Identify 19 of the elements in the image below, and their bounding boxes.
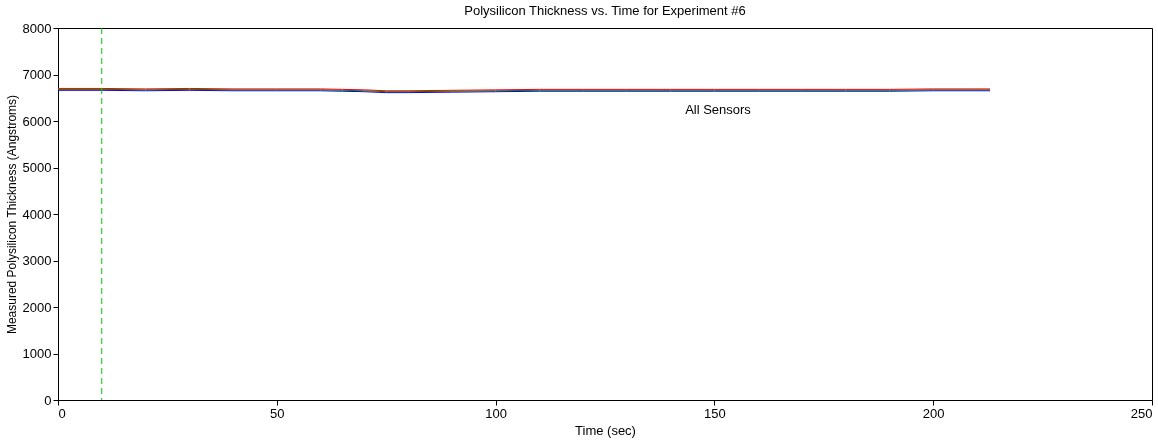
x-tick-label: 250 <box>1130 405 1153 421</box>
x-tick-label: 150 <box>704 405 726 421</box>
y-tick-label: 6000 <box>22 113 52 129</box>
x-axis-title: Time (sec) <box>575 422 636 438</box>
y-tick-label: 4000 <box>22 206 52 222</box>
x-tick-label: 50 <box>270 405 285 421</box>
y-tick-label: 5000 <box>22 160 52 175</box>
x-tick-label: 200 <box>922 405 945 421</box>
y-tick-label: 2000 <box>22 299 52 315</box>
x-tick-label: 100 <box>485 405 507 421</box>
chart-title: Polysilicon Thickness vs. Time for Experiment #6 <box>464 3 746 18</box>
annotation: All Sensors <box>685 102 752 117</box>
y-axis-title: Measured Polysilicon Thickness (Angstroms) <box>4 94 19 335</box>
y-tick-label: 8000 <box>22 20 52 36</box>
x-tick-label: 0 <box>58 405 66 421</box>
y-tick-label: 0 <box>44 392 52 408</box>
y-tick-label: 3000 <box>22 253 52 268</box>
y-tick-label: 7000 <box>22 67 52 82</box>
y-tick-label: 1000 <box>22 346 52 361</box>
